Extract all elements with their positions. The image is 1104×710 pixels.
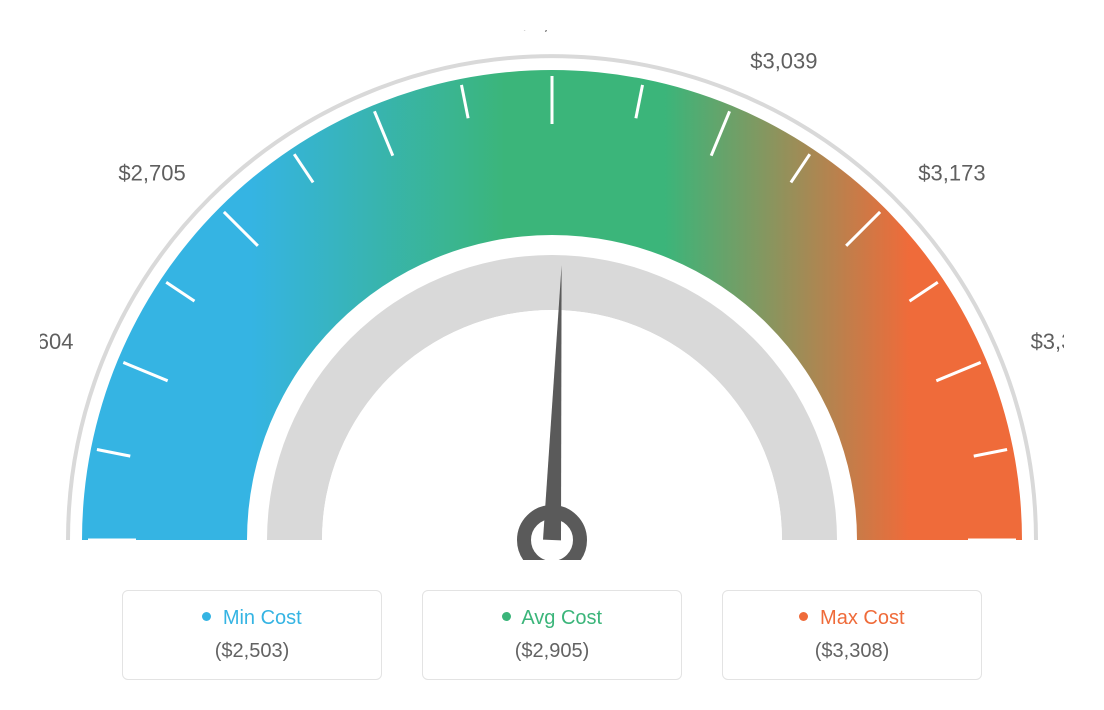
legend-min-box: Min Cost ($2,503) (122, 590, 382, 680)
legend-max-title: Max Cost (751, 607, 953, 630)
legend-min-label: Min Cost (223, 607, 302, 629)
legend-avg-dot (502, 612, 511, 621)
legend-avg-value: ($2,905) (451, 640, 653, 663)
legend-max-box: Max Cost ($3,308) (722, 590, 982, 680)
legend-min-dot (202, 612, 211, 621)
legend-max-value: ($3,308) (751, 640, 953, 663)
legend-min-value: ($2,503) (151, 640, 353, 663)
svg-text:$2,905: $2,905 (518, 30, 585, 34)
svg-text:$3,308: $3,308 (1031, 329, 1064, 354)
legend-avg-label: Avg Cost (521, 607, 602, 629)
gauge-svg: $2,503$2,604$2,705$2,905$3,039$3,173$3,3… (40, 30, 1064, 560)
svg-text:$2,705: $2,705 (118, 161, 185, 186)
legend-min-title: Min Cost (151, 607, 353, 630)
legend-avg-title: Avg Cost (451, 607, 653, 630)
svg-text:$3,173: $3,173 (918, 161, 985, 186)
svg-text:$2,604: $2,604 (40, 329, 73, 354)
legend-max-dot (799, 612, 808, 621)
svg-text:$3,039: $3,039 (750, 48, 817, 73)
legend-max-label: Max Cost (820, 607, 904, 629)
gauge-chart: $2,503$2,604$2,705$2,905$3,039$3,173$3,3… (40, 30, 1064, 560)
legend-row: Min Cost ($2,503) Avg Cost ($2,905) Max … (40, 590, 1064, 680)
legend-avg-box: Avg Cost ($2,905) (422, 590, 682, 680)
